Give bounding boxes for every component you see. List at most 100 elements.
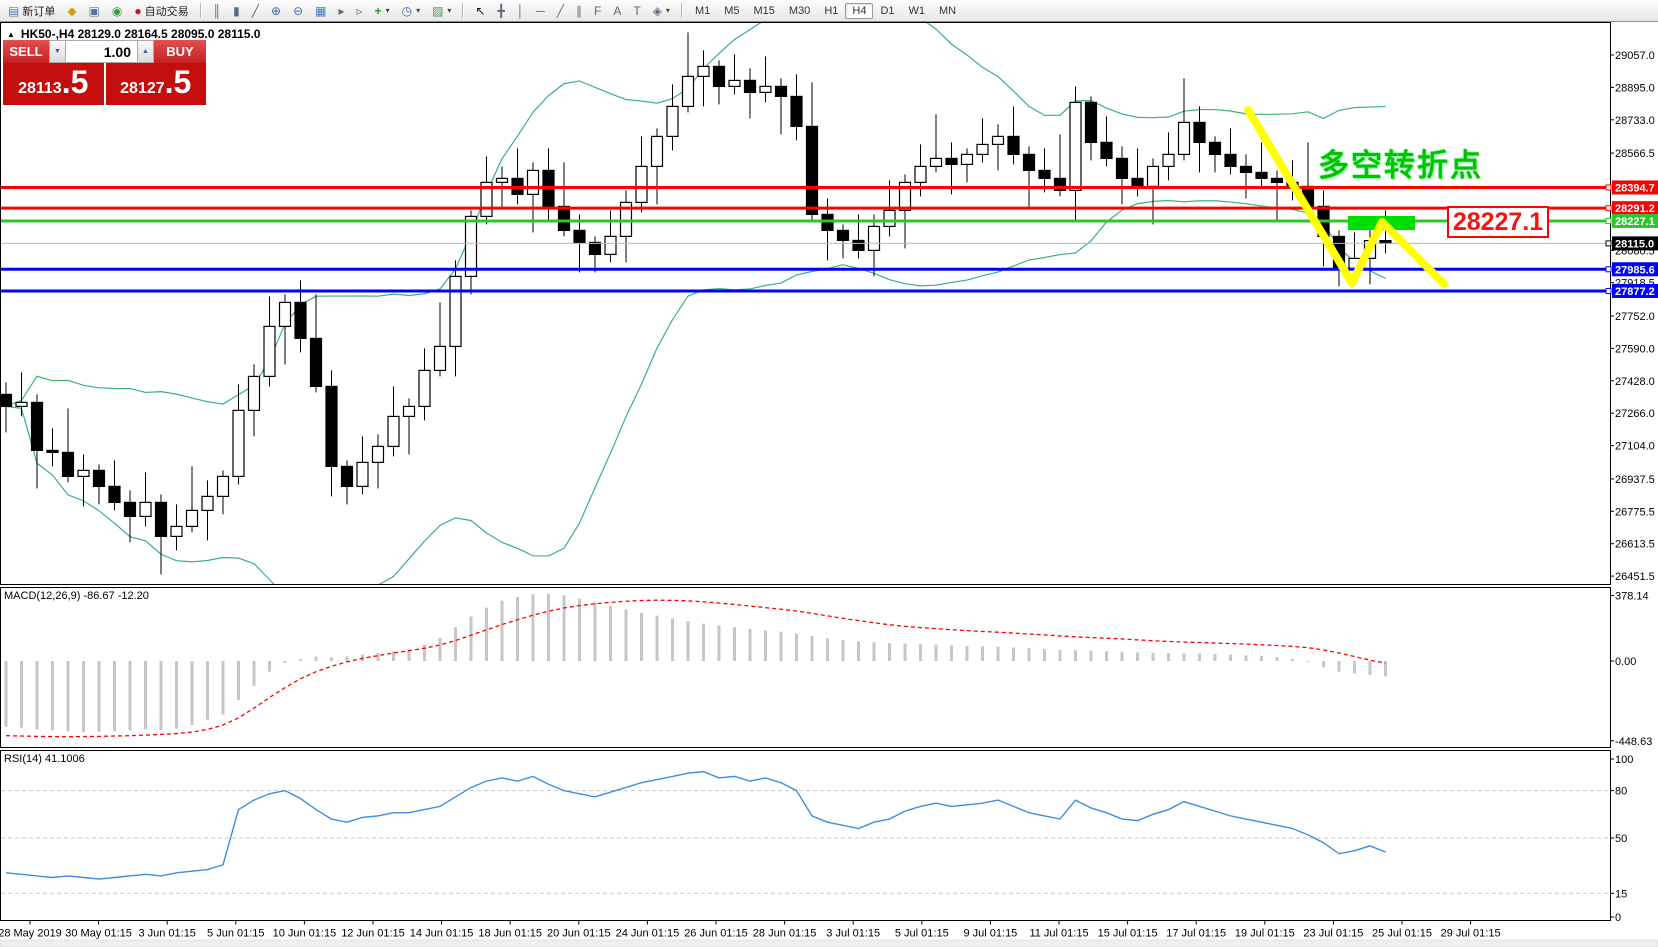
macd-bar [128, 661, 132, 731]
bear-candle [1193, 121, 1206, 144]
timeframe-m30[interactable]: M30 [788, 4, 811, 17]
templates-button[interactable]: ▨ ▾ [427, 3, 456, 19]
timeframe-m5[interactable]: M5 [724, 4, 740, 17]
timeframe-h1[interactable]: H1 [824, 4, 839, 17]
yellow-zigzag-annotation[interactable] [1244, 106, 1448, 288]
symbol-ohlc-text: HK50-,H4 28129.0 28164.5 28095.0 28115.0 [20, 27, 261, 41]
bear-candle [1270, 177, 1284, 183]
bull-candle [464, 215, 478, 277]
auto-scroll-button[interactable]: ▸ [333, 3, 349, 19]
macd-bar [20, 661, 23, 728]
macd-bar [810, 636, 814, 661]
navigator-button[interactable]: ◉ [107, 3, 127, 19]
bear-candle [92, 469, 106, 487]
bear-candle [108, 485, 121, 503]
volume-input[interactable]: 1.00 [66, 40, 137, 63]
macd-bar [1337, 661, 1341, 672]
macd-bar [1306, 661, 1310, 662]
candle-chart-button[interactable]: ▮ [228, 3, 245, 19]
axis-tick-label: 28733.0 [1615, 115, 1655, 127]
timeframe-mn[interactable]: MN [939, 4, 957, 17]
macd-bar [1105, 651, 1108, 661]
timeframe-d1[interactable]: D1 [880, 4, 895, 17]
axis-label-connector [1605, 184, 1612, 191]
timeframe-h4[interactable]: H4 [845, 2, 874, 19]
sell-price-tile[interactable]: 28113.5 [3, 63, 104, 105]
macd-bar [919, 644, 922, 661]
auto-trading-button[interactable]: ● 自动交易 [129, 1, 193, 21]
tile-windows-button[interactable]: ▦ [310, 3, 331, 19]
vertical-line-button[interactable]: │ [512, 3, 530, 19]
zoom-out-button[interactable]: ⊖ [288, 3, 308, 19]
axis-tick-label: 26451.5 [1615, 571, 1655, 583]
axis-price-label-box [1612, 180, 1658, 195]
collapse-panel-icon[interactable]: ▲ [7, 29, 15, 39]
channel-button[interactable]: ∥ [571, 3, 587, 19]
bear-candle [743, 79, 757, 94]
profiles-button[interactable]: ◆ [62, 3, 81, 19]
zoom-in-button[interactable]: ⊕ [266, 3, 286, 19]
chevron-down-icon: ▾ [665, 6, 670, 15]
new-order-button[interactable]: ▤ 新订单 [3, 1, 60, 21]
price-axis[interactable]: 29057.028895.028733.028566.528080.527918… [1605, 50, 1658, 924]
bull-candle [604, 235, 617, 255]
time-tick-label: 11 Jul 01:15 [1029, 928, 1088, 940]
sell-button[interactable]: SELL [3, 40, 49, 63]
text-button[interactable]: A [608, 3, 626, 19]
bear-candle [309, 337, 323, 387]
timeframe-m15[interactable]: M15 [753, 4, 775, 17]
horizontal-line-button[interactable]: ─ [531, 3, 550, 19]
bull-candle [759, 85, 772, 94]
macd-bar [857, 641, 860, 661]
shapes-icon: ◈ [652, 3, 662, 18]
bar-chart-button[interactable]: ║ [208, 3, 227, 19]
crosshair-button[interactable]: ╋ [493, 3, 510, 19]
pane-3[interactable] [0, 750, 1611, 921]
axis-price-label: 28394.7 [1615, 182, 1655, 194]
buy-button[interactable]: BUY [154, 40, 206, 63]
timeframe-m1[interactable]: M1 [694, 4, 711, 17]
axis-price-label: 27877.2 [1615, 286, 1655, 298]
chart-region[interactable]: 29057.0 28895.0 28733.0 28566.5 28080.5 27918… [0, 22, 1658, 947]
bull-candle [356, 461, 369, 487]
bull-candle [1069, 101, 1082, 192]
new-order-icon: ▤ [8, 3, 20, 18]
price-level-annotation-box[interactable]: 28227.1 [1447, 206, 1549, 238]
bear-candle [1038, 169, 1051, 179]
shapes-button[interactable]: ◈ ▾ [648, 3, 675, 19]
buy-price-tile[interactable]: 28127.5 [105, 63, 206, 105]
axis-tick-label: 26937.5 [1615, 474, 1655, 486]
macd-bar [733, 627, 736, 661]
bull-candle [402, 405, 416, 417]
timeframe-group: M1 M5 M15 M30 H1 H4 D1 W1 MN [686, 0, 965, 21]
chart-shift-button[interactable]: ▹ [352, 3, 368, 19]
volume-increase-button[interactable]: ▲ [137, 40, 154, 63]
axis-price-label-box [1612, 213, 1658, 228]
text-label-button[interactable]: T [628, 3, 645, 19]
axis-price-label-box [1612, 236, 1658, 251]
macd-bar [609, 605, 612, 661]
pane-1[interactable] [0, 22, 1611, 585]
fibonacci-button[interactable]: F [589, 3, 606, 19]
bull-candle [185, 509, 199, 527]
macd-bar [841, 640, 845, 661]
periods-button[interactable]: ◷ ▾ [397, 3, 426, 19]
axis-tick-label: 27590.0 [1615, 343, 1655, 355]
cursor-button[interactable]: ↖ [470, 3, 490, 19]
line-chart-button[interactable]: ╱ [247, 3, 264, 19]
turning-point-annotation[interactable]: 多空转折点 [1318, 148, 1483, 183]
bull-candle [960, 153, 974, 165]
macd-bar [717, 625, 721, 661]
time-tick-label: 9 Jul 01:15 [963, 928, 1017, 940]
timeframe-w1[interactable]: W1 [908, 4, 926, 17]
trendline-button[interactable]: ╱ [552, 3, 569, 19]
chart-canvas[interactable]: 29057.028895.028733.028566.528080.527918… [0, 22, 1658, 947]
time-axis[interactable]: 28 May 2019 30 May 01:15 3 Jun 01:15 5 Jun … [0, 920, 1501, 940]
macd-bar [655, 615, 659, 661]
volume-decrease-button[interactable]: ▼ [49, 40, 66, 63]
market-watch-button[interactable]: ▣ [84, 3, 105, 19]
chevron-down-icon: ▾ [385, 6, 390, 15]
add-indicator-button[interactable]: + ▾ [370, 3, 395, 19]
bull-candle [991, 135, 1005, 146]
